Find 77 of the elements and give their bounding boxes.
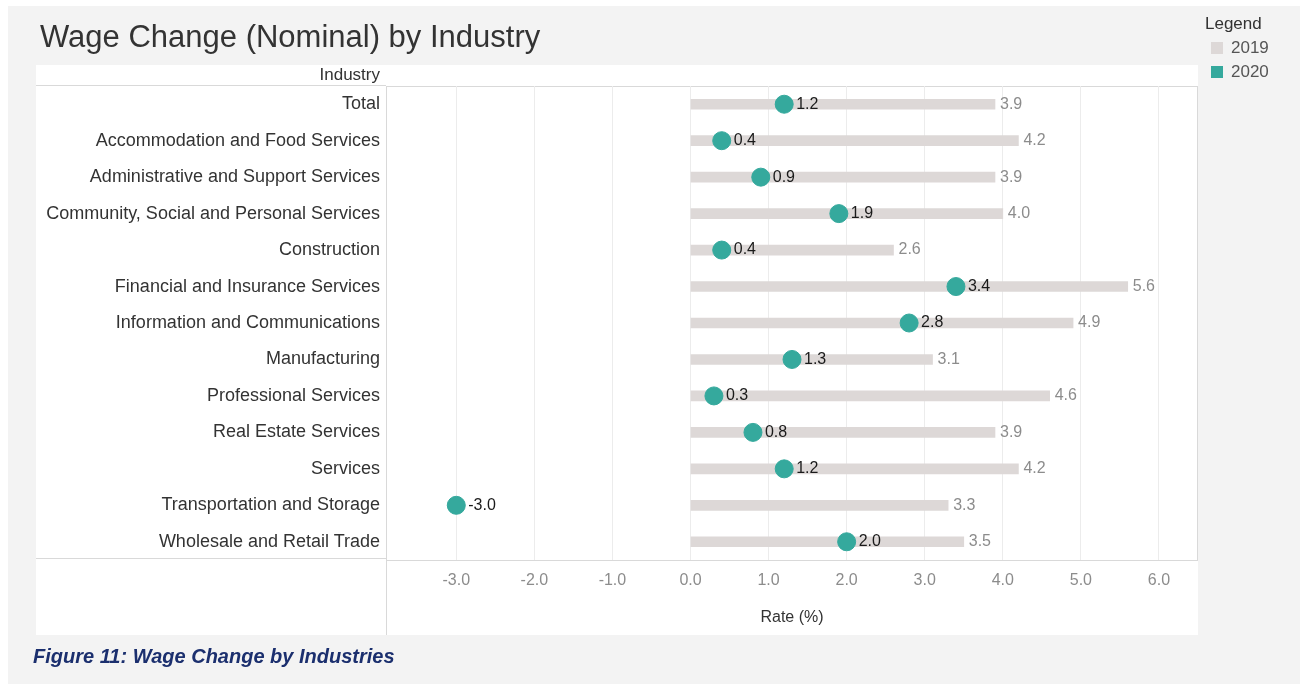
point (704, 386, 724, 406)
data-label: 0.4 (733, 240, 757, 258)
data-label: 3.5 (968, 532, 992, 550)
data-label: 1.2 (796, 94, 819, 112)
point (829, 204, 849, 224)
y-tick-label: Manufacturing (265, 348, 380, 369)
point (743, 422, 763, 442)
data-label: 0.3 (725, 386, 749, 404)
bar (690, 98, 996, 110)
point (751, 167, 771, 187)
bar (690, 281, 1129, 292)
data-label: 0.8 (764, 422, 788, 440)
x-tick-label: 4.0 (991, 571, 1015, 589)
legend-label: 2020 (1231, 61, 1269, 83)
data-label: 4.2 (1023, 131, 1046, 149)
data-label: 0.9 (772, 167, 796, 185)
point (837, 532, 857, 552)
y-tick-label: Financial and Insurance Services (114, 275, 380, 296)
y-tick-label: Information and Communications (115, 311, 380, 332)
data-label: 2.6 (898, 240, 921, 258)
y-tick-label: Real Estate Services (212, 421, 380, 442)
y-tick-label: Construction (278, 239, 380, 260)
legend-title: Legend (1205, 13, 1263, 35)
data-label: 4.9 (1078, 313, 1101, 331)
x-axis-title: Rate (%) (760, 607, 824, 625)
legend-label: 2019 (1231, 37, 1269, 59)
y-tick-label: Administrative and Support Services (89, 166, 380, 187)
x-tick-label: 3.0 (913, 571, 936, 589)
data-label: 3.9 (1000, 167, 1023, 185)
x-tick-label: 6.0 (1147, 571, 1171, 589)
data-label: 2.0 (858, 532, 881, 550)
bar (690, 427, 996, 438)
y-tick-label: Services (310, 457, 380, 478)
y-tick-label: Professional Services (206, 384, 380, 405)
data-label: 4.0 (1007, 204, 1031, 222)
y-tick-label: Community, Social and Personal Services (46, 202, 380, 223)
point (774, 94, 794, 114)
data-label: 5.6 (1132, 276, 1156, 294)
bar (690, 499, 949, 511)
point (774, 459, 794, 479)
x-tick-label: 1.0 (757, 571, 780, 589)
data-label: 1.3 (804, 349, 827, 367)
point (782, 349, 802, 369)
data-label: 3.1 (937, 349, 960, 367)
data-label: 3.4 (967, 276, 991, 294)
x-tick-label: 0.0 (679, 571, 702, 589)
data-label: -3.0 (468, 495, 496, 513)
bar (690, 536, 965, 548)
x-tick-label: -3.0 (442, 571, 471, 589)
y-tick-label: Transportation and Storage (161, 494, 380, 515)
data-label: 4.6 (1054, 386, 1077, 404)
data-label: 1.9 (850, 204, 874, 222)
data-label: 1.2 (796, 459, 819, 477)
data-label: 2.8 (921, 313, 944, 331)
x-tick-label: 5.0 (1069, 571, 1093, 589)
y-tick-label: Accommodation and Food Services (95, 129, 380, 150)
x-tick-label: -1.0 (598, 571, 627, 589)
chart-title: Wage Change (Nominal) by Industry (40, 18, 541, 55)
point (712, 240, 732, 260)
point (899, 313, 919, 333)
data-label: 3.9 (1000, 422, 1023, 440)
bar (690, 208, 1004, 219)
caption: Figure 11: Wage Change by Industries (33, 644, 395, 669)
data-label: 0.4 (733, 131, 757, 149)
y-axis-title: Industry (319, 65, 381, 85)
x-tick-label: 2.0 (835, 571, 858, 589)
data-label: 3.9 (1000, 94, 1023, 112)
bar (690, 135, 1019, 147)
point (946, 277, 966, 297)
point (446, 495, 466, 515)
x-tick-label: -2.0 (520, 571, 549, 589)
data-label: 3.3 (953, 495, 976, 513)
bar (690, 354, 933, 365)
y-tick-label: Wholesale and Retail Trade (158, 530, 380, 551)
y-tick-label: Total (341, 93, 380, 114)
point (712, 131, 732, 151)
data-label: 4.2 (1023, 459, 1046, 477)
